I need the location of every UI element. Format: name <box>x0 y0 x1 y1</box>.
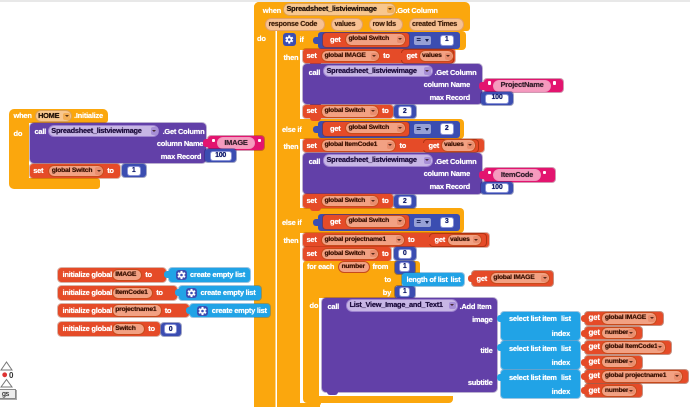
svg-text:0: 0 <box>9 371 14 380</box>
